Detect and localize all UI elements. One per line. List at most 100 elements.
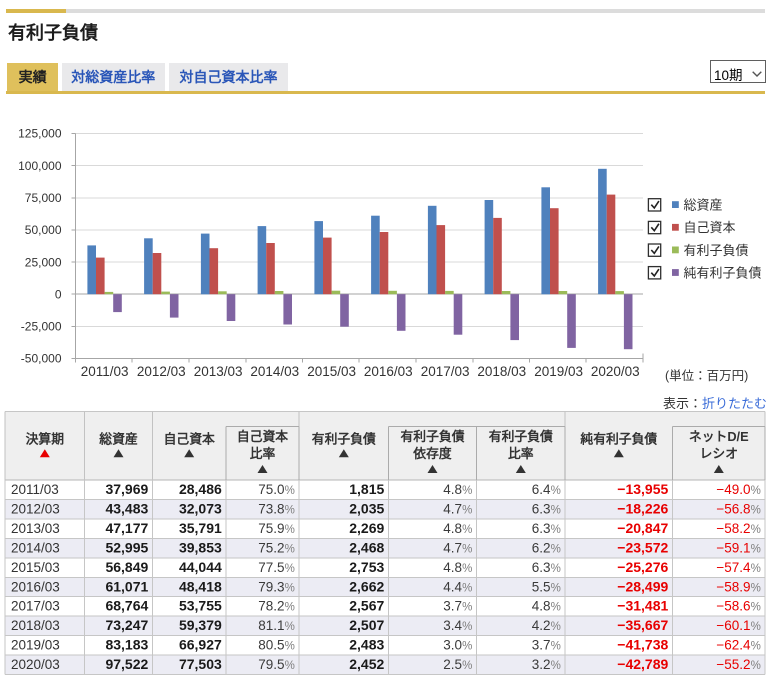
svg-text:2,468: 2,468 (349, 539, 384, 555)
svg-text:25,000: 25,000 (25, 255, 62, 269)
svg-text:100,000: 100,000 (18, 159, 62, 173)
svg-text:4.8%: 4.8% (532, 599, 561, 614)
svg-text:4.8%: 4.8% (443, 482, 472, 497)
svg-text:48,418: 48,418 (179, 578, 222, 594)
svg-text:総資産: 総資産 (98, 432, 138, 447)
svg-text:有利子負債: 有利子負債 (684, 243, 749, 258)
svg-text:レシオ: レシオ (700, 446, 738, 461)
svg-text:80.5%: 80.5% (258, 638, 295, 653)
svg-text:6.2%: 6.2% (532, 540, 561, 555)
svg-text:−20,847: −20,847 (617, 520, 668, 536)
svg-text:比率: 比率 (508, 446, 534, 461)
svg-text:2012/03: 2012/03 (11, 501, 60, 516)
svg-text:有利子負債: 有利子負債 (489, 429, 553, 444)
svg-text:61,071: 61,071 (105, 578, 148, 594)
svg-text:2,507: 2,507 (349, 617, 384, 633)
svg-text:66,927: 66,927 (179, 637, 222, 653)
svg-text:3.7%: 3.7% (443, 599, 472, 614)
svg-text:-25,000: -25,000 (21, 320, 62, 334)
svg-text:3.4%: 3.4% (443, 618, 472, 633)
svg-text:−59.1%: −59.1% (716, 540, 760, 555)
svg-text:2014/03: 2014/03 (250, 364, 299, 379)
svg-text:2011/03: 2011/03 (81, 364, 129, 379)
svg-text:75.9%: 75.9% (258, 521, 295, 536)
svg-text:−41,738: −41,738 (617, 637, 668, 653)
svg-text:自己資本: 自己資本 (164, 432, 215, 447)
svg-text:6.3%: 6.3% (532, 501, 561, 516)
svg-text:比率: 比率 (250, 446, 276, 461)
svg-text:2011/03: 2011/03 (11, 482, 59, 497)
svg-text:77,503: 77,503 (179, 656, 222, 672)
svg-text:4.8%: 4.8% (443, 560, 472, 575)
svg-text:97,522: 97,522 (105, 656, 148, 672)
svg-text:2018/03: 2018/03 (11, 618, 60, 633)
svg-text:59,379: 59,379 (179, 617, 222, 633)
svg-text:−62.4%: −62.4% (716, 638, 760, 653)
svg-text:4.7%: 4.7% (443, 501, 472, 516)
svg-text:1,815: 1,815 (349, 481, 384, 497)
svg-text:2017/03: 2017/03 (11, 599, 60, 614)
svg-text:73.8%: 73.8% (258, 501, 295, 516)
svg-text:4.7%: 4.7% (443, 540, 472, 555)
svg-text:0: 0 (55, 287, 62, 301)
svg-text:2017/03: 2017/03 (421, 364, 470, 379)
svg-text:125,000: 125,000 (18, 127, 62, 141)
svg-text:79.3%: 79.3% (258, 579, 295, 594)
svg-text:2018/03: 2018/03 (477, 364, 526, 379)
svg-text:2016/03: 2016/03 (11, 579, 60, 594)
svg-text:52,995: 52,995 (105, 539, 148, 555)
svg-text:2015/03: 2015/03 (11, 560, 60, 575)
svg-text:2016/03: 2016/03 (364, 364, 413, 379)
svg-text:75,000: 75,000 (25, 191, 62, 205)
svg-text:−58.2%: −58.2% (716, 521, 760, 536)
svg-text:28,486: 28,486 (179, 481, 222, 497)
svg-text:純有利子負債: 純有利子負債 (684, 265, 762, 280)
svg-text:47,177: 47,177 (105, 520, 148, 536)
svg-text:78.2%: 78.2% (258, 599, 295, 614)
svg-text:−55.2%: −55.2% (716, 657, 760, 672)
svg-text:−58.9%: −58.9% (716, 579, 760, 594)
svg-text:53,755: 53,755 (179, 598, 222, 614)
svg-text:2013/03: 2013/03 (11, 521, 60, 536)
svg-text:−49.0%: −49.0% (716, 482, 760, 497)
svg-text:2012/03: 2012/03 (137, 364, 186, 379)
svg-text:−25,276: −25,276 (617, 559, 668, 575)
svg-text:6.4%: 6.4% (532, 482, 561, 497)
svg-text:−28,499: −28,499 (617, 578, 668, 594)
svg-text:5.5%: 5.5% (532, 579, 561, 594)
svg-text:2015/03: 2015/03 (307, 364, 356, 379)
svg-text:75.0%: 75.0% (258, 482, 295, 497)
svg-text:-50,000: -50,000 (21, 352, 62, 366)
svg-text:−60.1%: −60.1% (716, 618, 760, 633)
svg-text:決算期: 決算期 (26, 432, 65, 447)
svg-text:3.7%: 3.7% (532, 638, 561, 653)
svg-text:−42,789: −42,789 (617, 656, 668, 672)
svg-text:68,764: 68,764 (105, 598, 148, 614)
svg-text:79.5%: 79.5% (258, 657, 295, 672)
svg-text:83,183: 83,183 (105, 637, 148, 653)
svg-text:37,969: 37,969 (105, 481, 148, 497)
svg-text:自己資本: 自己資本 (237, 429, 288, 444)
svg-text:2,483: 2,483 (349, 637, 384, 653)
svg-text:3.2%: 3.2% (532, 657, 561, 672)
svg-text:−58.6%: −58.6% (716, 599, 760, 614)
svg-text:2014/03: 2014/03 (11, 540, 60, 555)
svg-text:35,791: 35,791 (179, 520, 222, 536)
svg-text:2013/03: 2013/03 (194, 364, 243, 379)
svg-text:2,753: 2,753 (349, 559, 384, 575)
svg-text:−13,955: −13,955 (617, 481, 668, 497)
svg-text:−23,572: −23,572 (617, 539, 668, 555)
svg-text:2.5%: 2.5% (443, 657, 472, 672)
svg-text:依存度: 依存度 (412, 446, 452, 461)
svg-text:−57.4%: −57.4% (716, 560, 760, 575)
svg-text:有利子負債: 有利子負債 (312, 432, 376, 447)
svg-text:総資産: 総資産 (684, 198, 723, 213)
svg-text:有利子負債: 有利子負債 (401, 429, 465, 444)
svg-text:39,853: 39,853 (179, 539, 222, 555)
svg-text:ネットD/E: ネットD/E (689, 429, 749, 444)
svg-text:−35,667: −35,667 (617, 617, 668, 633)
svg-text:−56.8%: −56.8% (716, 501, 760, 516)
svg-text:2,452: 2,452 (349, 656, 384, 672)
svg-text:純有利子負債: 純有利子負債 (579, 432, 657, 447)
svg-text:4.4%: 4.4% (443, 579, 472, 594)
